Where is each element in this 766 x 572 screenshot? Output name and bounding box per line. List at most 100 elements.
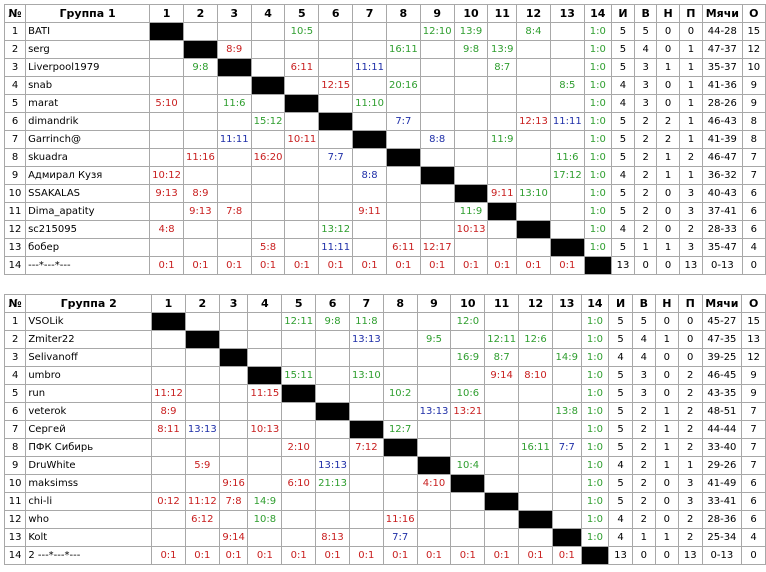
match-result: 10:6 — [450, 384, 486, 403]
empty-cell — [149, 112, 184, 131]
row-number: 14 — [3, 546, 27, 565]
empty-cell — [216, 112, 252, 131]
team-name: who — [25, 510, 153, 529]
empty-cell — [487, 148, 518, 167]
games-played: 5 — [608, 366, 633, 385]
empty-cell — [151, 438, 186, 457]
team-name: run — [25, 384, 153, 403]
empty-cell — [218, 456, 249, 475]
empty-cell — [250, 94, 286, 113]
empty-cell — [281, 510, 317, 529]
empty-cell — [182, 76, 218, 95]
empty-cell — [487, 94, 518, 113]
draws: 1 — [656, 58, 680, 77]
empty-cell — [385, 94, 421, 113]
games-played: 13 — [608, 546, 633, 565]
self-match-cell — [352, 130, 387, 149]
row-number: 13 — [3, 238, 27, 257]
games-played: 5 — [610, 22, 636, 41]
header-opponent-1: 1 — [149, 4, 184, 23]
empty-cell — [281, 456, 317, 475]
match-result: 1:0 — [580, 474, 610, 493]
match-result: 8:8 — [352, 166, 387, 185]
empty-cell — [484, 510, 520, 529]
match-result: 14:9 — [247, 492, 283, 511]
empty-cell — [315, 348, 350, 367]
goals: 0-13 — [702, 256, 743, 275]
empty-cell — [551, 474, 582, 493]
self-match-cell — [281, 384, 317, 403]
row-number: 14 — [3, 256, 27, 275]
empty-cell — [315, 330, 350, 349]
match-result: 7:7 — [318, 148, 354, 167]
empty-cell — [184, 528, 220, 547]
header-opponent-4: 4 — [247, 294, 283, 313]
empty-cell — [151, 528, 186, 547]
match-result: 8:7 — [484, 348, 520, 367]
empty-cell — [382, 402, 418, 421]
team-name: snab — [25, 76, 151, 95]
losses: 2 — [677, 420, 703, 439]
row-number: 5 — [3, 384, 27, 403]
points: 4 — [741, 238, 766, 257]
table-row: 2 Zmiter22 13:13 9:5 12:11 12:6 1:0 5 4 1 0 47-35 13 — [3, 330, 766, 349]
empty-cell — [487, 22, 518, 41]
match-result: 8:11 — [151, 420, 186, 439]
match-result: 11:11 — [549, 112, 585, 131]
match-result: 5:9 — [184, 456, 220, 475]
empty-cell — [450, 528, 486, 547]
self-match-cell — [216, 58, 252, 77]
losses: 2 — [677, 402, 703, 421]
empty-cell — [318, 184, 354, 203]
header-points: О — [741, 4, 766, 23]
team-name: dimandrik — [25, 112, 151, 131]
team-name: chi-li — [25, 492, 153, 511]
match-result: 8:9 — [151, 402, 186, 421]
goals: 46-47 — [702, 148, 743, 167]
empty-cell — [352, 148, 387, 167]
wins: 3 — [631, 384, 656, 403]
games-played: 5 — [608, 312, 633, 331]
points: 10 — [741, 58, 766, 77]
empty-cell — [250, 40, 286, 59]
empty-cell — [184, 312, 220, 331]
match-result: 13:10 — [348, 366, 384, 385]
empty-cell — [352, 76, 387, 95]
match-result: 1:0 — [583, 220, 612, 239]
group-title: Группа 1 — [25, 4, 151, 23]
empty-cell — [551, 366, 582, 385]
row-number: 2 — [3, 330, 27, 349]
empty-cell — [218, 438, 249, 457]
wins: 1 — [634, 238, 658, 257]
empty-cell — [382, 366, 418, 385]
empty-cell — [218, 330, 249, 349]
match-result: 8:4 — [516, 22, 551, 41]
games-played: 5 — [610, 40, 636, 59]
row-number: 12 — [3, 220, 27, 239]
empty-cell — [551, 510, 582, 529]
empty-cell — [453, 112, 489, 131]
draws: 0 — [656, 22, 680, 41]
empty-cell — [518, 528, 553, 547]
row-number: 1 — [3, 22, 27, 41]
goals: 40-43 — [702, 184, 743, 203]
team-name: ---*---*--- — [25, 256, 151, 275]
match-result: 0:1 — [416, 546, 452, 565]
wins: 3 — [634, 94, 658, 113]
empty-cell — [151, 456, 186, 475]
empty-cell — [453, 130, 489, 149]
empty-cell — [484, 384, 520, 403]
header-row: № Группа 1 1 2 3 4 5 6 7 8 9 10 11 12 13 14 И В Н П Мячи О — [3, 4, 766, 23]
empty-cell — [518, 492, 553, 511]
table-row: 13 Kolt 9:14 8:13 7:7 1:0 4 1 1 2 25-34 4 — [3, 528, 766, 547]
match-result: 0:1 — [184, 546, 220, 565]
empty-cell — [484, 312, 520, 331]
games-played: 13 — [610, 256, 636, 275]
goals: 0-13 — [701, 546, 743, 565]
empty-cell — [182, 166, 218, 185]
empty-cell — [419, 94, 455, 113]
team-name: marat — [25, 94, 151, 113]
points: 6 — [741, 220, 766, 239]
match-result: 13:9 — [487, 40, 518, 59]
match-result: 0:1 — [453, 256, 489, 275]
